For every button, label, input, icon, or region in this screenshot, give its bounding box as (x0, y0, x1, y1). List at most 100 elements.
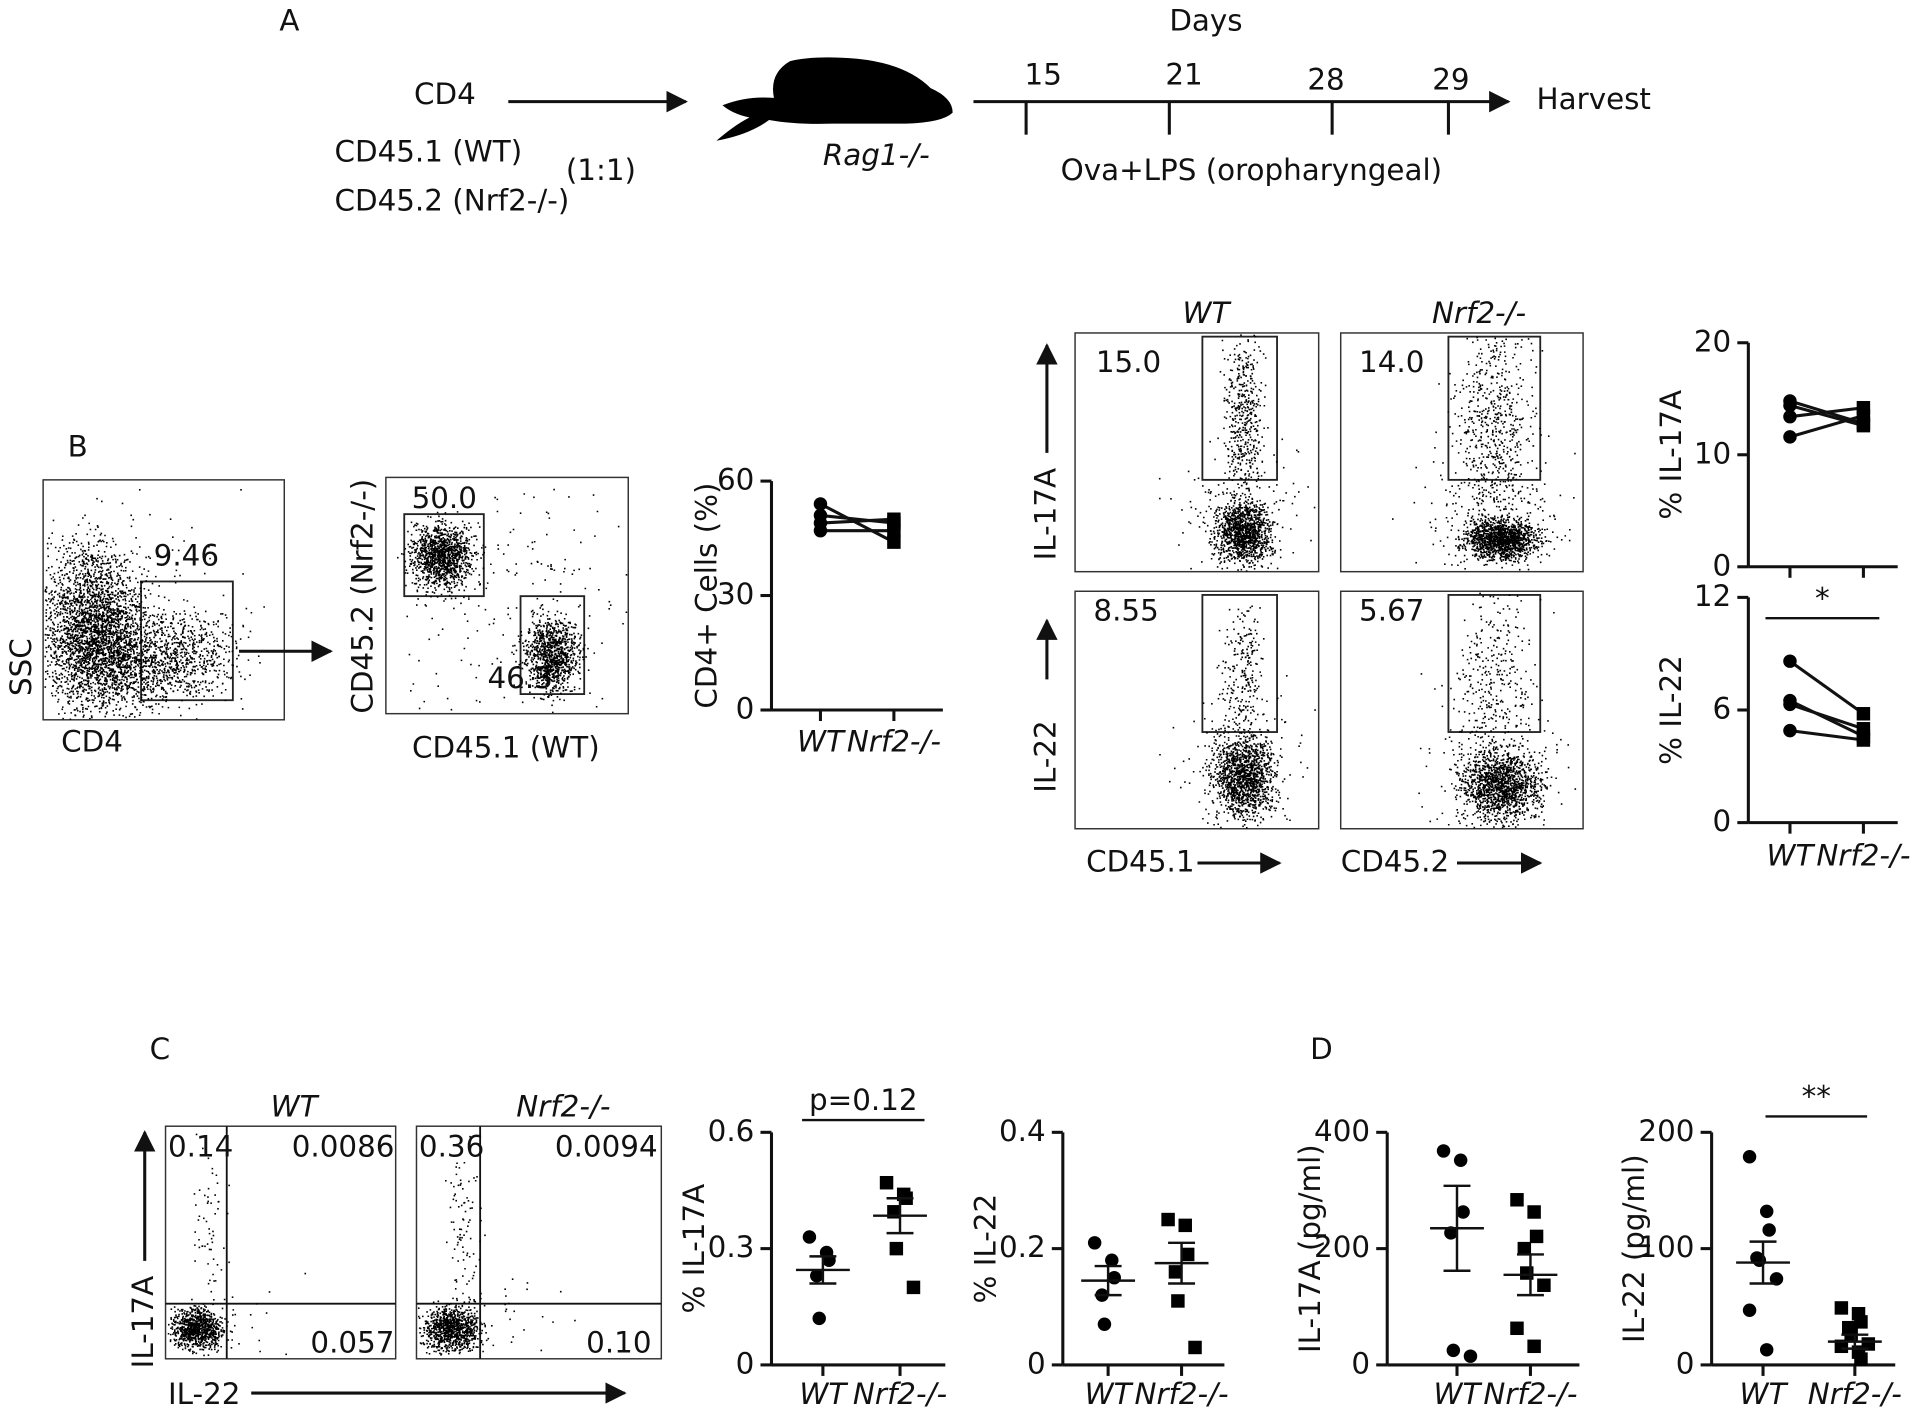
column-header: Nrf2-/- (516, 1089, 610, 1123)
data-point (812, 1311, 826, 1326)
data-point (1105, 1253, 1119, 1267)
flow-plot (1339, 332, 1584, 573)
x-tick-label: Nrf2-/- (1483, 1377, 1577, 1411)
x-tick-label: Nrf2-/- (853, 1377, 947, 1411)
y-axis-label: % IL-17A (677, 1184, 711, 1314)
axis-label: IL-17A (126, 1276, 160, 1369)
error-bar (1168, 1241, 1196, 1285)
axis-label: IL-22 (1028, 720, 1062, 792)
pair-line (820, 513, 895, 525)
quadrant-value: 0.0086 (292, 1130, 395, 1164)
data-point (1762, 1223, 1776, 1237)
x-tick-label: Nrf2-/- (1816, 838, 1910, 872)
data-point (1171, 1294, 1185, 1308)
error-bar (1841, 1333, 1869, 1350)
y-tick-label: 12 (1694, 579, 1731, 613)
y-tick-label: 6 (1713, 692, 1732, 726)
data-point (887, 512, 901, 526)
y-axis-label: % IL-17A (1654, 390, 1688, 520)
gate-value: 5.67 (1359, 594, 1424, 628)
flow-plot (385, 476, 629, 715)
y-tick-label: 60 (717, 463, 754, 497)
quadrant-value: 0.10 (586, 1326, 651, 1360)
label: Rag1-/- (823, 138, 930, 172)
y-tick-label: 0 (1713, 548, 1732, 582)
quadrant-value: 0.36 (419, 1130, 484, 1164)
x-tick-label: WT (1434, 1377, 1483, 1411)
data-point (1854, 1352, 1868, 1366)
mouse-icon (716, 57, 953, 141)
y-tick-label: 0 (1676, 1346, 1695, 1380)
data-point (1527, 1339, 1541, 1354)
data-point (1854, 1315, 1868, 1329)
data-point (1783, 654, 1797, 668)
error-bar (1094, 1264, 1122, 1297)
y-axis-label: IL-22 (pg/ml) (1617, 1154, 1651, 1343)
axis-label: CD4 (61, 725, 123, 759)
flow-events (1418, 592, 1577, 829)
data-point (906, 1280, 921, 1295)
data-point (1783, 398, 1797, 413)
day-label: 29 (1432, 62, 1469, 96)
y-tick-label: 0.4 (999, 1114, 1046, 1148)
column-header: WT (271, 1089, 320, 1123)
gate (1447, 594, 1542, 733)
label: CD45.2 (Nrf2-/-) (334, 183, 569, 217)
x-tick-label: Nrf2-/- (1134, 1377, 1228, 1411)
day-label: 21 (1165, 57, 1202, 91)
gate-value: 50.0 (412, 481, 477, 515)
flow-events (397, 488, 628, 714)
error-bar (809, 1255, 837, 1285)
x-tick-label: WT (797, 725, 846, 759)
data-point (1537, 1278, 1551, 1292)
data-point (1783, 430, 1797, 444)
data-point (1742, 1303, 1757, 1317)
pair-line (1789, 406, 1864, 419)
axis-label: SSC (4, 638, 38, 696)
data-point (1097, 1317, 1112, 1331)
y-tick-label: 200 (1638, 1114, 1694, 1148)
y-tick-label: 10 (1694, 436, 1731, 470)
x-tick-label: WT (799, 1377, 848, 1411)
data-point (1759, 1204, 1774, 1219)
y-axis-label: % IL-22 (968, 1194, 1002, 1304)
flow-plot (1339, 590, 1584, 830)
data-point (1769, 1272, 1784, 1286)
gate-value: 14.0 (1359, 345, 1424, 379)
data-point (1107, 1270, 1121, 1285)
data-point (813, 523, 828, 538)
y-tick-label: 100 (1638, 1230, 1694, 1264)
gate (1201, 594, 1278, 733)
data-point (1856, 733, 1871, 747)
data-point (887, 523, 901, 538)
x-tick-label: Nrf2-/- (1808, 1377, 1902, 1411)
label: Harvest (1537, 82, 1651, 116)
flow-events (1158, 334, 1316, 572)
error-bar (886, 1197, 914, 1235)
pair-line (1789, 702, 1864, 731)
data-point (1463, 1349, 1478, 1363)
annotation: ** (1802, 1080, 1831, 1114)
label: CD4 (414, 77, 476, 111)
pair-line (1789, 699, 1865, 738)
data-point (1178, 1218, 1192, 1233)
axis-label: CD45.2 (Nrf2-/-) (345, 479, 379, 714)
y-tick-label: 0.6 (708, 1114, 755, 1148)
data-point (1436, 1144, 1451, 1158)
error-bar (1516, 1253, 1544, 1297)
flow-events (167, 1133, 307, 1357)
pair-line (1789, 729, 1864, 742)
quadrant-value: 0.14 (168, 1130, 233, 1164)
pair-line (820, 517, 894, 525)
y-tick-label: 0 (1351, 1346, 1370, 1380)
label: CD45.1 (WT) (334, 135, 522, 169)
data-point (1510, 1321, 1524, 1336)
gate (1201, 335, 1278, 481)
y-tick-label: 0 (1713, 804, 1732, 838)
data-point (1168, 1265, 1183, 1279)
quadrant-value: 0.057 (310, 1326, 394, 1360)
pair-line (1789, 659, 1865, 715)
flow-events (44, 489, 265, 721)
